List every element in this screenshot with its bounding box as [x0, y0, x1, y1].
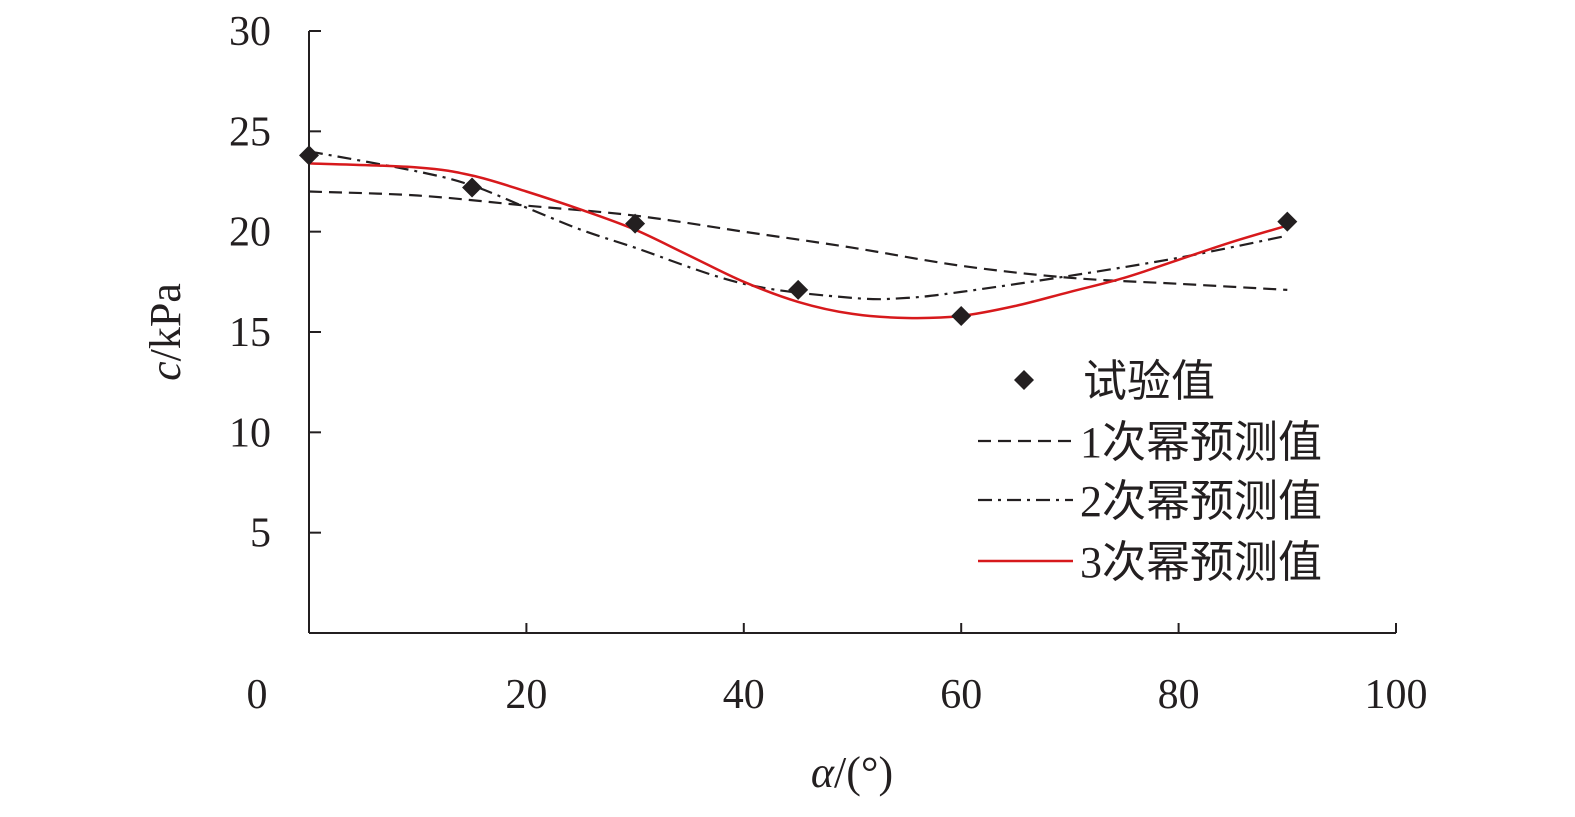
x-tick-label: 80 — [1158, 672, 1200, 718]
series-line-1 — [308, 190, 1288, 291]
x-tick-label: 60 — [940, 672, 982, 718]
legend-label: 试验值 — [1083, 357, 1215, 406]
y-axis-label: c/kPa — [141, 283, 190, 381]
legend-item: 3次幂预测值 — [978, 538, 1322, 587]
x-ticks: 0 20 40 60 80 100 — [247, 623, 1428, 718]
series-line-2 — [308, 150, 1288, 301]
data-point-marker — [951, 305, 972, 326]
y-tick-label: 25 — [229, 109, 271, 155]
legend-item: 2次幂预测值 — [978, 477, 1322, 526]
y-axis-label-unit: /kPa — [141, 283, 190, 361]
x-axis-label-unit: /(°) — [834, 748, 893, 797]
data-point-marker — [625, 213, 646, 234]
legend-label: 3次幂预测值 — [1080, 538, 1322, 587]
data-point-marker — [1277, 211, 1298, 232]
x-tick-label: 0 — [247, 672, 268, 718]
legend-item: 试验值 — [1014, 357, 1215, 406]
legend-swatch-marker — [1014, 370, 1034, 390]
x-tick-label: 20 — [505, 672, 547, 718]
y-tick-label: 5 — [250, 511, 271, 557]
legend-label: 2次幂预测值 — [1080, 477, 1322, 526]
y-ticks: 5 10 15 20 25 30 — [229, 9, 321, 557]
y-axis-label-symbol: c — [141, 361, 190, 381]
data-point-marker — [462, 177, 483, 198]
series-line-3 — [308, 162, 1288, 320]
axis-labels: c/kPa α/(°) — [141, 283, 893, 797]
y-tick-label: 10 — [229, 410, 271, 456]
legend-label: 1次幂预测值 — [1080, 418, 1322, 467]
legend-item: 1次幂预测值 — [978, 418, 1322, 467]
x-axis-label-symbol: α — [811, 748, 835, 797]
y-tick-label: 20 — [229, 210, 271, 256]
data-point-marker — [788, 279, 809, 300]
data-point-marker — [299, 145, 319, 166]
y-tick-label: 15 — [229, 310, 271, 356]
x-tick-label: 40 — [723, 672, 765, 718]
x-tick-label: 100 — [1365, 672, 1428, 718]
markers-layer — [299, 145, 1298, 326]
y-tick-label: 30 — [229, 9, 271, 55]
legend: 试验值 1次幂预测值 2次幂预测值 3次幂预测值 — [978, 357, 1322, 587]
x-axis-label: α/(°) — [811, 748, 893, 797]
